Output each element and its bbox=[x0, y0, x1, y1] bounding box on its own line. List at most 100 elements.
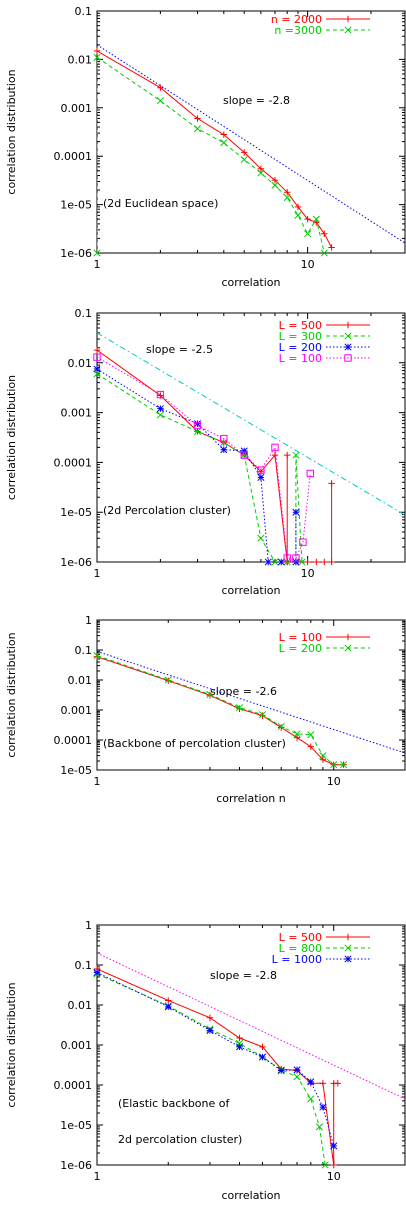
chart-3-data-point bbox=[235, 704, 244, 712]
chart-4-data-point bbox=[334, 1080, 341, 1087]
chart-4-data-point bbox=[315, 1123, 323, 1131]
chart-4-y-tick-label: 0.0001 bbox=[54, 1079, 93, 1092]
chart-4-data-point bbox=[259, 1043, 266, 1051]
chart-4-data-point bbox=[293, 1066, 301, 1074]
chart-2-legend-label: L = 300 bbox=[279, 330, 322, 343]
chart-4-series-line-1 bbox=[97, 968, 338, 1165]
chart-4-y-axis-label: correlation distribution bbox=[5, 982, 18, 1107]
chart-1-y-axis-label: correlation distribution bbox=[5, 69, 18, 194]
chart-1-data-point bbox=[240, 156, 248, 164]
chart-1-data-point bbox=[271, 181, 279, 189]
chart-1-data-point bbox=[93, 249, 101, 257]
chart-3-data-point bbox=[293, 730, 301, 738]
chart-3-data-point bbox=[319, 756, 327, 763]
chart-4-data-point bbox=[206, 1014, 214, 1021]
chart-4-data-point bbox=[258, 1053, 267, 1061]
chart-2-data-point bbox=[156, 411, 164, 419]
chart-2-data-point bbox=[156, 390, 165, 399]
chart-2-data-point bbox=[292, 451, 300, 459]
chart-3-y-tick-label: 0.1 bbox=[75, 644, 93, 657]
chart-2-y-tick-label: 0.1 bbox=[75, 307, 93, 320]
chart-2-annotation: slope = -2.5 bbox=[146, 343, 213, 356]
chart-3-data-point bbox=[164, 676, 172, 684]
chart-3-data-point bbox=[278, 724, 285, 731]
chart-2-data-point bbox=[283, 558, 291, 566]
chart-4-data-point bbox=[321, 1161, 329, 1169]
chart-2-data-point bbox=[93, 346, 101, 354]
chart-3-data-point bbox=[307, 743, 314, 750]
chart-1-y-tick-label: 1e-06 bbox=[60, 247, 92, 260]
chart-2-data-point bbox=[257, 534, 265, 542]
chart-2-data-point bbox=[328, 558, 335, 566]
chart-4-legend-marker bbox=[344, 933, 352, 941]
chart-4-legend-marker bbox=[344, 944, 352, 952]
chart-3-y-tick-label: 1e-05 bbox=[60, 764, 92, 777]
chart-1-x-tick-label: 1 bbox=[94, 258, 101, 271]
chart-2-data-point bbox=[304, 558, 311, 566]
chart-2-data-point bbox=[284, 451, 291, 459]
chart-2-data-point bbox=[264, 558, 272, 566]
chart-1-data-point bbox=[220, 139, 228, 147]
chart-4-y-tick-label: 1 bbox=[85, 919, 92, 932]
chart-2-data-point bbox=[220, 434, 228, 443]
chart-3-x-tick-label: 10 bbox=[327, 775, 341, 788]
chart-4-data-point bbox=[165, 997, 172, 1004]
chart-3-legend-marker bbox=[344, 633, 352, 641]
chart-1-data-point bbox=[93, 47, 101, 55]
chart-1-annotation: (2d Euclidean space) bbox=[103, 197, 218, 210]
chart-3-data-point bbox=[293, 734, 301, 741]
chart-2-plot-frame bbox=[96, 312, 406, 563]
chart-4-data-point bbox=[236, 1034, 243, 1042]
chart-2-data-point bbox=[93, 353, 101, 361]
chart-1-data-point bbox=[283, 193, 291, 202]
chart-1-x-tick-label: 10 bbox=[301, 258, 315, 271]
chart-1-data-point bbox=[304, 215, 311, 223]
chart-4-y-tick-label: 1e-05 bbox=[60, 1119, 92, 1132]
chart-2-data-point bbox=[283, 554, 291, 562]
chart-1-data-point bbox=[257, 165, 265, 172]
chart-3-data-point bbox=[307, 731, 315, 739]
chart-1-x-axis-label: correlation bbox=[221, 276, 280, 289]
chart-1-data-point bbox=[194, 115, 201, 122]
chart-3-legend-marker bbox=[344, 644, 352, 652]
chart-1-data-point bbox=[312, 215, 320, 223]
chart-4-data-point bbox=[164, 1003, 172, 1011]
chart-4-annotation: slope = -2.8 bbox=[210, 969, 277, 982]
chart-2-data-point bbox=[240, 451, 248, 459]
chart-4-plot-frame bbox=[96, 924, 406, 1166]
chart-3-legend-label: L = 200 bbox=[279, 642, 322, 655]
chart-1-data-point bbox=[320, 249, 328, 257]
chart-3-data-point bbox=[339, 761, 348, 769]
chart-4-data-point bbox=[235, 1043, 244, 1051]
chart-2-y-tick-label: 0.001 bbox=[61, 407, 93, 420]
chart-3-annotation: (Backbone of percolation cluster) bbox=[103, 737, 286, 750]
chart-2-data-point bbox=[328, 480, 335, 487]
chart-1-data-point bbox=[220, 131, 228, 138]
chart-4-x-axis-label: correlation bbox=[221, 1189, 280, 1202]
chart-1-data-point bbox=[294, 203, 302, 211]
chart-3-slope-reference-line bbox=[97, 650, 405, 754]
chart-1-legend-marker bbox=[344, 15, 352, 23]
chart-2-data-point bbox=[277, 558, 285, 566]
chart-2-legend-marker bbox=[344, 321, 352, 329]
chart-2-x-tick-label: 1 bbox=[94, 567, 101, 580]
chart-1-data-point bbox=[241, 149, 248, 156]
chart-4-annotation: (Elastic backbone of bbox=[118, 1097, 231, 1110]
chart-3-y-tick-label: 0.0001 bbox=[54, 734, 93, 747]
chart-3-y-tick-label: 0.01 bbox=[68, 674, 93, 687]
chart-3-y-tick-label: 0.001 bbox=[61, 704, 93, 717]
chart-2-y-tick-label: 0.01 bbox=[68, 357, 93, 370]
chart-2-legend-marker bbox=[344, 343, 352, 351]
chart-4-x-tick-label: 1 bbox=[94, 1170, 101, 1183]
chart-2-y-tick-label: 1e-05 bbox=[60, 506, 92, 519]
chart-1-data-point bbox=[321, 230, 328, 237]
chart-3-y-tick-label: 1 bbox=[85, 614, 92, 627]
chart-2-data-point bbox=[257, 466, 265, 474]
chart-4-data-point bbox=[277, 1066, 285, 1075]
chart-3-data-point bbox=[258, 711, 267, 719]
chart-4-y-tick-label: 1e-06 bbox=[60, 1159, 92, 1172]
chart-2-series-line-4 bbox=[97, 356, 311, 559]
chart-2-y-tick-label: 0.0001 bbox=[54, 456, 93, 469]
chart-2-data-point bbox=[313, 558, 320, 566]
